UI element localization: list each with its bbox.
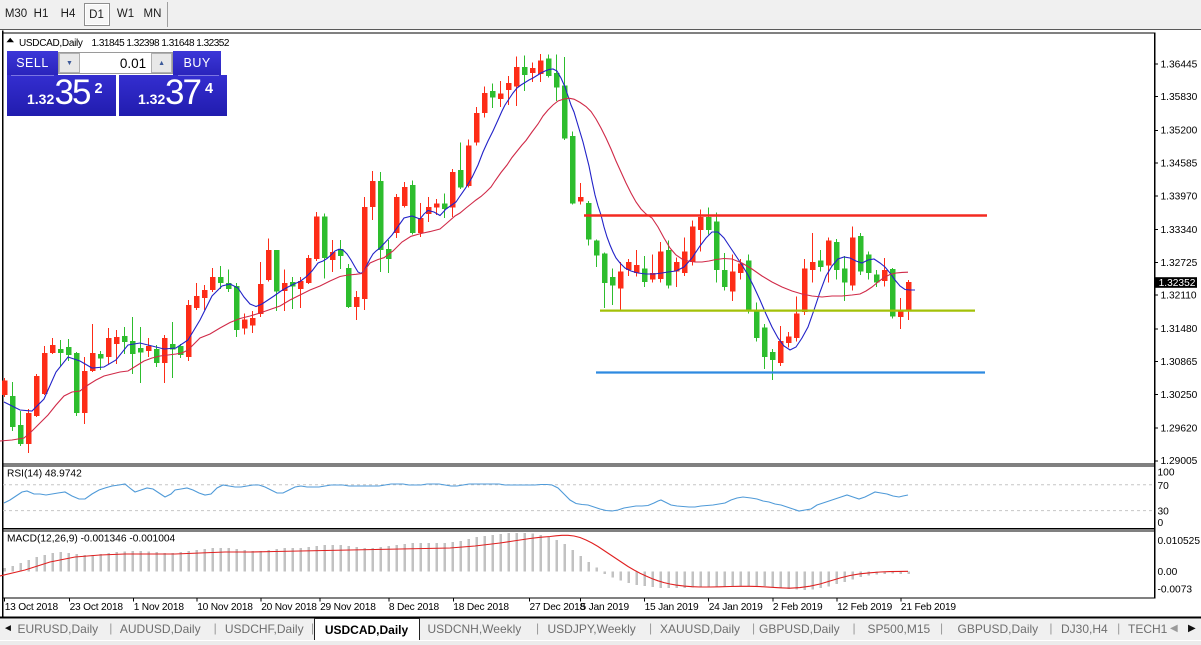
svg-text:15 Jan 2019: 15 Jan 2019: [645, 602, 699, 613]
svg-text:1 Nov 2018: 1 Nov 2018: [134, 602, 185, 613]
svg-text:1.29005: 1.29005: [1161, 456, 1198, 467]
svg-text:8 Dec 2018: 8 Dec 2018: [389, 602, 440, 613]
svg-text:13 Oct 2018: 13 Oct 2018: [5, 602, 59, 613]
svg-text:1.34585: 1.34585: [1161, 159, 1198, 170]
svg-text:70: 70: [1158, 481, 1170, 492]
svg-text:29 Nov 2018: 29 Nov 2018: [320, 602, 376, 613]
svg-text:1.32352: 1.32352: [1159, 278, 1196, 289]
svg-text:0.00: 0.00: [1158, 567, 1178, 578]
svg-text:12 Feb 2019: 12 Feb 2019: [837, 602, 893, 613]
svg-text:20 Nov 2018: 20 Nov 2018: [261, 602, 317, 613]
svg-text:1.29620: 1.29620: [1161, 423, 1198, 434]
svg-text:23 Oct 2018: 23 Oct 2018: [70, 602, 124, 613]
svg-text:100: 100: [1158, 468, 1175, 479]
svg-text:1.35830: 1.35830: [1161, 92, 1198, 103]
svg-text:0.010525: 0.010525: [1158, 536, 1201, 547]
svg-text:1.36445: 1.36445: [1161, 59, 1198, 70]
svg-text:24 Jan 2019: 24 Jan 2019: [709, 602, 763, 613]
svg-text:1.31845 1.32398 1.31648 1.3235: 1.31845 1.32398 1.31648 1.32352: [92, 38, 230, 49]
svg-text:MACD(12,26,9) -0.001346 -0.001: MACD(12,26,9) -0.001346 -0.001004: [7, 534, 176, 545]
svg-text:1.30865: 1.30865: [1161, 357, 1198, 368]
svg-text:1.30250: 1.30250: [1161, 390, 1198, 401]
svg-text:30: 30: [1158, 507, 1170, 518]
svg-text:1.33970: 1.33970: [1161, 191, 1198, 202]
svg-text:21 Feb 2019: 21 Feb 2019: [901, 602, 957, 613]
svg-text:1.32725: 1.32725: [1161, 258, 1198, 269]
svg-text:1.32110: 1.32110: [1161, 291, 1197, 302]
svg-text:27 Dec 2018: 27 Dec 2018: [530, 602, 586, 613]
svg-text:0: 0: [1158, 518, 1164, 529]
svg-text:USDCAD,Daily: USDCAD,Daily: [19, 38, 83, 49]
svg-text:2 Feb 2019: 2 Feb 2019: [773, 602, 823, 613]
svg-text:5 Jan 2019: 5 Jan 2019: [581, 602, 630, 613]
svg-text:1.31480: 1.31480: [1161, 324, 1198, 335]
svg-text:1.35200: 1.35200: [1161, 126, 1198, 137]
svg-text:1.33340: 1.33340: [1161, 225, 1198, 236]
svg-text:18 Dec 2018: 18 Dec 2018: [453, 602, 509, 613]
svg-text:-0.0073: -0.0073: [1158, 584, 1193, 595]
svg-text:RSI(14) 48.9742: RSI(14) 48.9742: [7, 469, 82, 480]
svg-text:10 Nov 2018: 10 Nov 2018: [197, 602, 253, 613]
